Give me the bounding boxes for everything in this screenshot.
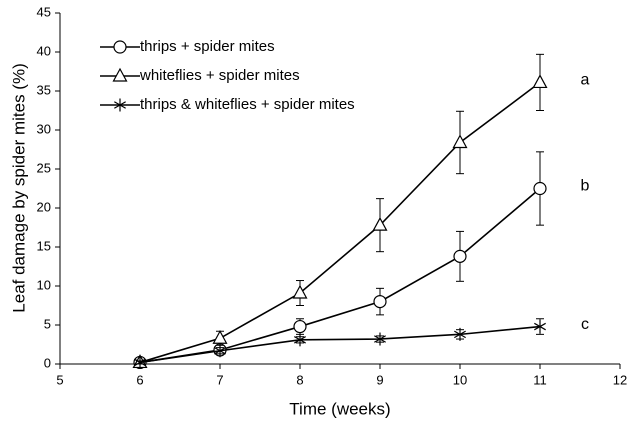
x-tick-label: 6 <box>136 372 143 387</box>
y-tick-label: 25 <box>37 160 51 175</box>
marker-stroke <box>374 335 386 343</box>
x-tick-label: 10 <box>453 372 467 387</box>
marker <box>112 67 128 82</box>
x-tick-label: 8 <box>296 372 303 387</box>
x-tick-label: 11 <box>533 372 547 387</box>
x-tick-label: 12 <box>613 372 627 387</box>
annotation: c <box>581 316 589 333</box>
x-tick-label: 5 <box>56 372 63 387</box>
y-tick-label: 40 <box>37 43 51 58</box>
marker <box>214 344 226 358</box>
y-tick-label: 5 <box>44 316 51 331</box>
marker-stroke <box>534 322 546 331</box>
marker <box>454 327 466 341</box>
series-line <box>139 325 541 364</box>
y-tick-label: 45 <box>37 4 51 19</box>
y-tick-label: 20 <box>37 199 51 214</box>
marker <box>374 332 386 346</box>
x-axis-label: Time (weeks) <box>289 399 390 418</box>
legend-label: thrips + spider mites <box>140 38 275 55</box>
marker-stroke <box>214 346 226 355</box>
y-tick-label: 30 <box>37 121 51 136</box>
marker <box>453 249 467 263</box>
marker <box>134 355 146 369</box>
legend-label: whiteflies + spider mites <box>139 67 300 84</box>
y-tick-label: 35 <box>37 82 51 97</box>
marker <box>532 74 548 89</box>
series-line <box>139 81 541 364</box>
marker <box>533 181 547 196</box>
annotation: a <box>581 72 590 89</box>
y-tick-label: 10 <box>37 277 51 292</box>
y-tick-label: 0 <box>44 355 51 370</box>
x-tick-label: 9 <box>376 372 383 387</box>
y-axis-label: Leaf damage by spider mites (%) <box>9 63 28 312</box>
marker <box>212 330 228 344</box>
marker <box>292 284 308 299</box>
legend-label: thrips & whiteflies + spider mites <box>140 96 355 113</box>
marker-stroke <box>454 330 466 339</box>
marker-stroke <box>114 101 126 109</box>
marker <box>372 216 388 231</box>
annotation: b <box>581 178 590 195</box>
series-line <box>139 187 541 364</box>
marker <box>452 134 468 149</box>
marker <box>294 333 306 347</box>
marker <box>534 320 546 334</box>
marker-stroke <box>294 336 306 344</box>
marker <box>293 319 307 334</box>
marker-stroke <box>134 358 146 367</box>
marker <box>113 40 127 54</box>
marker <box>373 295 387 309</box>
y-tick-label: 15 <box>37 238 51 253</box>
x-tick-label: 7 <box>216 372 223 387</box>
marker <box>114 98 126 112</box>
